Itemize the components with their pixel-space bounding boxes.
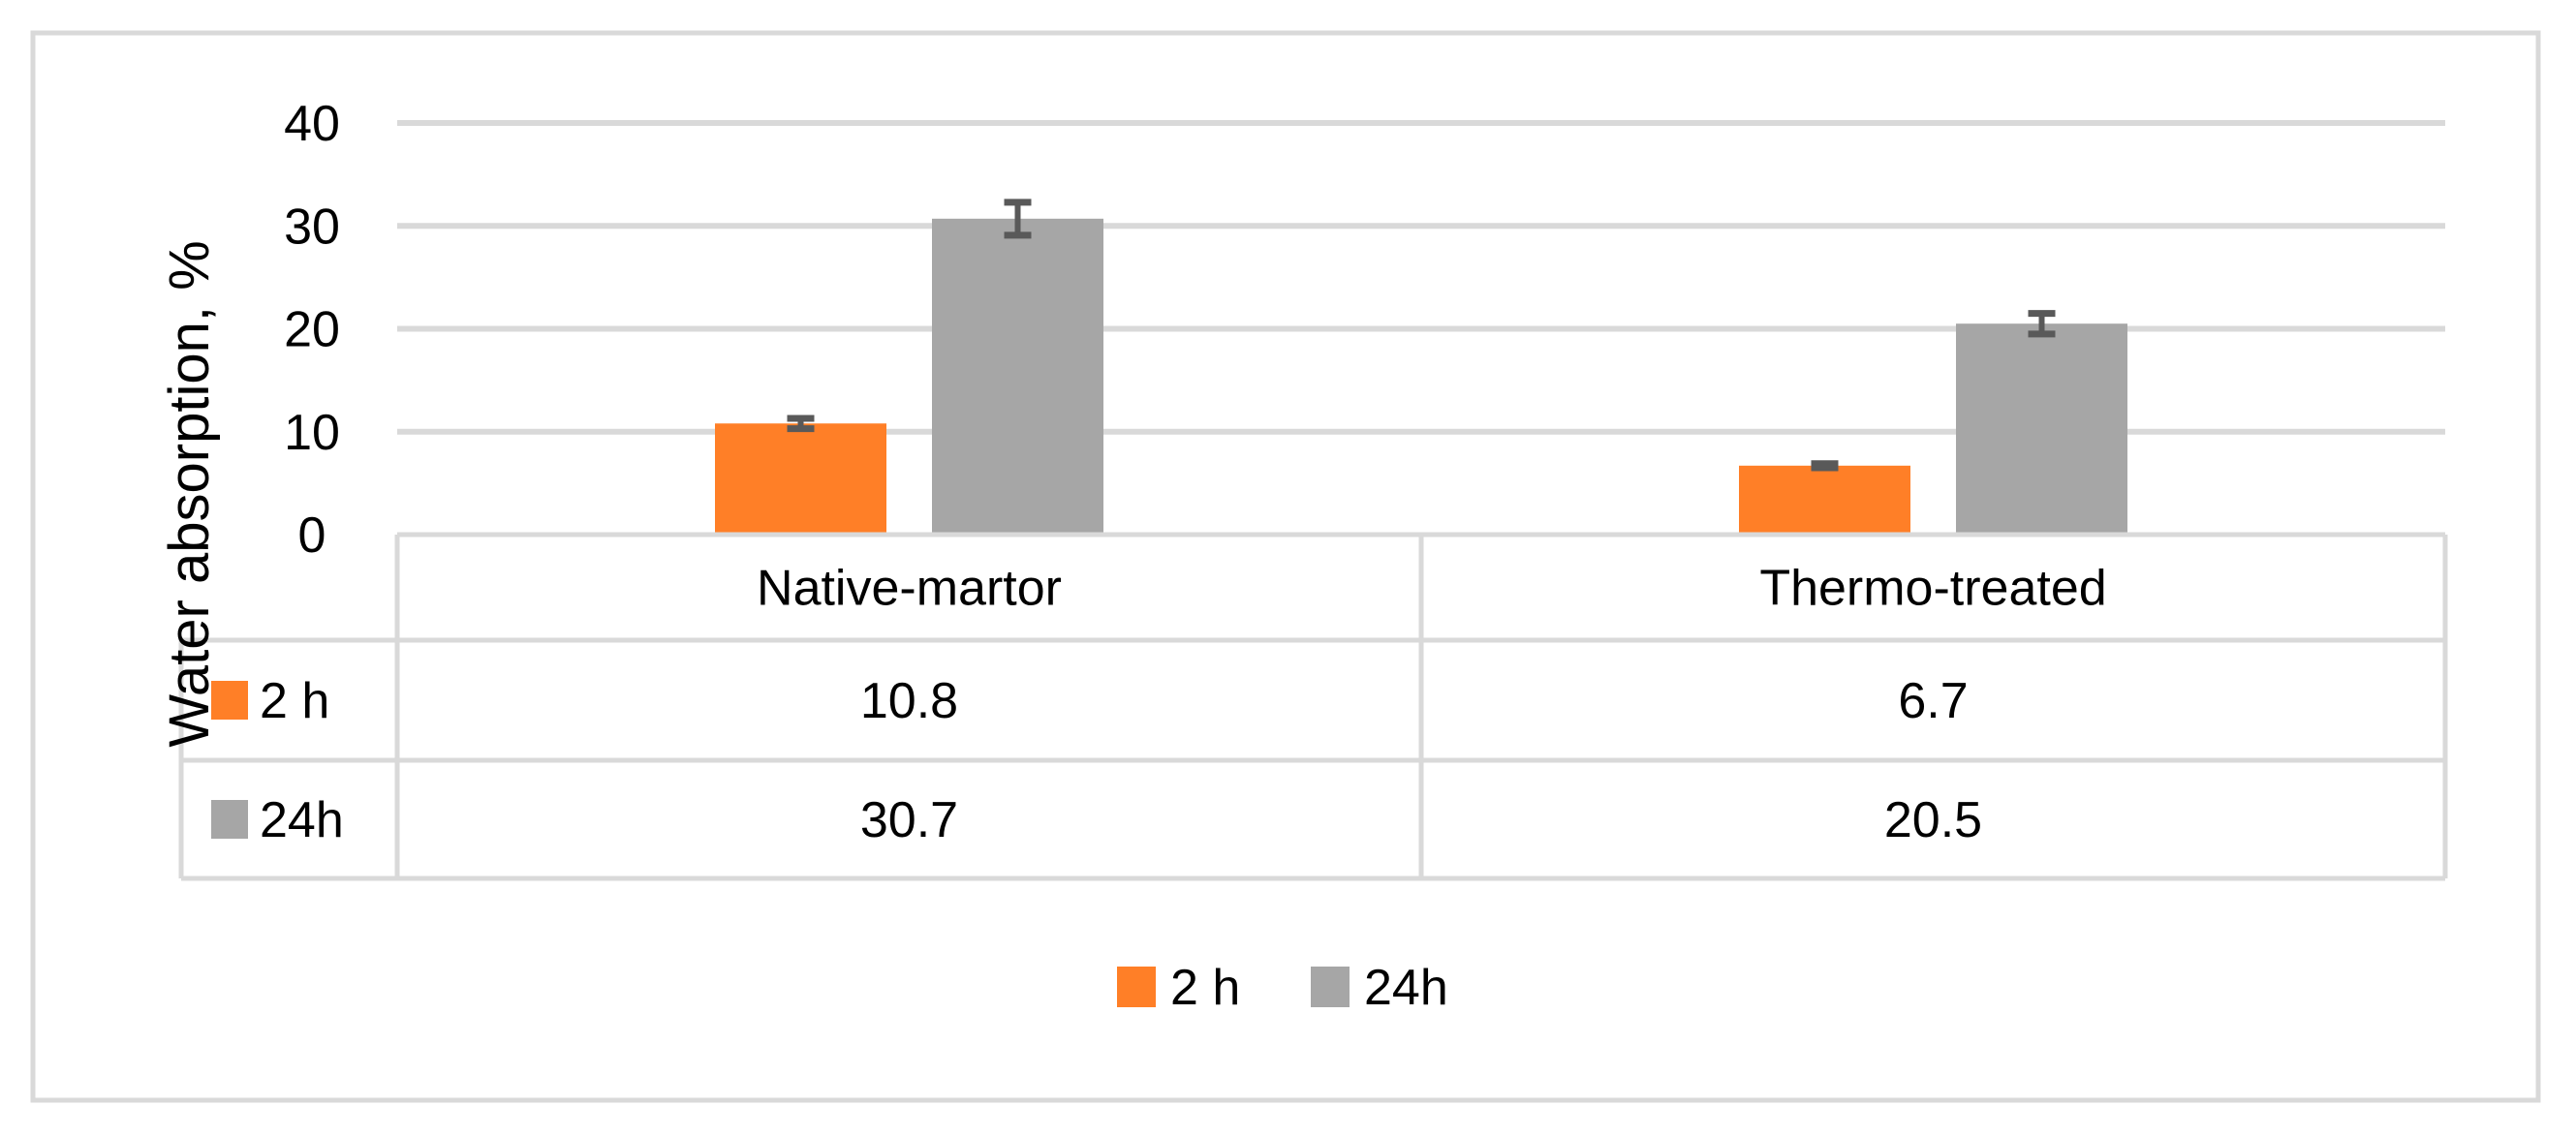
y-tick-label: 40 (284, 96, 340, 152)
legend-label: 2 h (1170, 960, 1240, 1016)
bar (1739, 465, 1910, 535)
y-axis-title: Water absorption, % (158, 240, 221, 747)
legend: 2 h 24h (1117, 960, 1448, 1016)
data-label: 10.8 (860, 673, 958, 729)
table-legend-swatch (211, 681, 248, 720)
category-label: Native-martor (757, 561, 1062, 617)
data-label: 30.7 (860, 792, 958, 848)
legend-swatch (1117, 967, 1156, 1007)
legend-label: 24h (1364, 960, 1448, 1016)
y-tick-label: 10 (284, 405, 340, 461)
y-tick-label: 20 (284, 302, 340, 358)
data-label: 20.5 (1884, 792, 1982, 848)
error-bar (1004, 199, 1032, 239)
y-tick-label: 30 (284, 199, 340, 255)
table-series-label: 2 h (260, 673, 329, 729)
data-label: 6.7 (1898, 673, 1968, 729)
chart-border (30, 30, 2541, 1103)
y-tick-label: 0 (298, 507, 326, 564)
bar (1956, 323, 2127, 535)
legend-swatch (1311, 967, 1350, 1007)
error-bar (2028, 310, 2056, 338)
category-label: Thermo-treated (1759, 561, 2106, 617)
bar (715, 423, 886, 535)
table-series-label: 24h (260, 792, 344, 848)
table-legend-swatch (211, 800, 248, 839)
error-bar (787, 415, 815, 433)
error-bar (1811, 460, 1839, 472)
bar (932, 218, 1103, 535)
